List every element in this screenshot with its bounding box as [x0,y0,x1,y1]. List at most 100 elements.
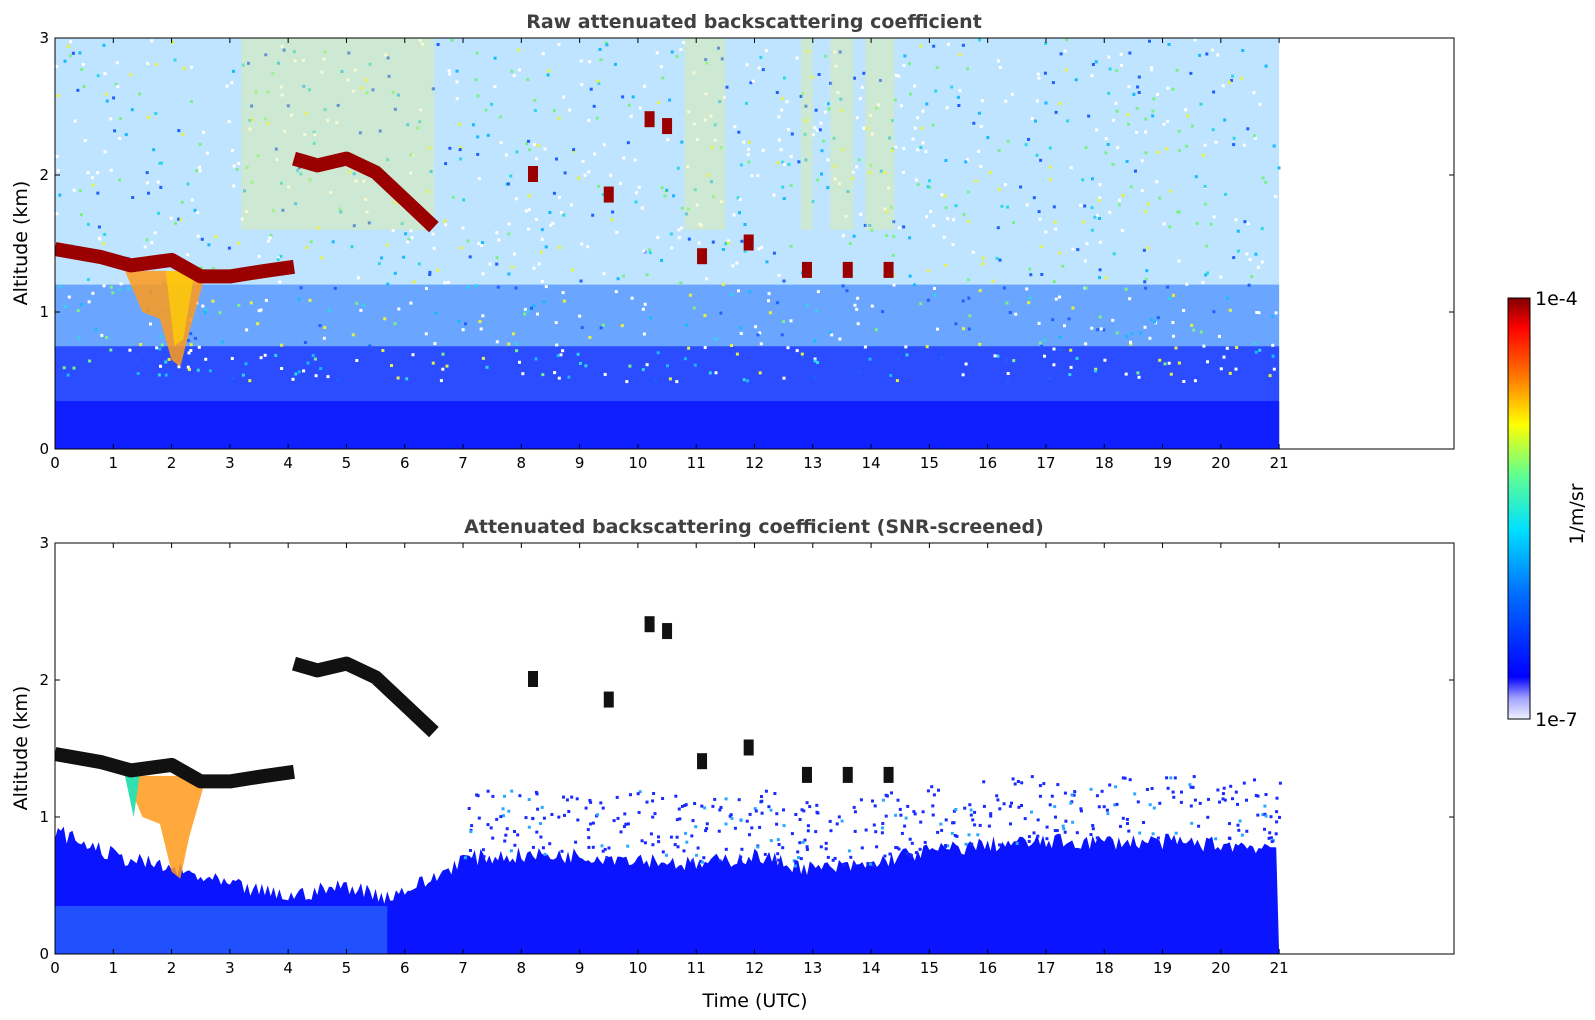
noise-speck [1247,283,1251,287]
screened-speck [1091,827,1095,831]
noise-speck [1171,321,1175,324]
noise-speck [940,193,944,197]
screened-speck [535,830,539,834]
noise-speck [323,108,327,112]
noise-speck [116,85,120,89]
noise-speck [55,155,59,158]
noise-speck [1115,69,1119,73]
colorbar-bar [1507,297,1531,720]
noise-speck [881,310,884,314]
noise-speck [1083,259,1087,263]
screened-speck [1113,803,1117,807]
noise-column [865,38,895,230]
noise-speck [1222,355,1226,359]
noise-speck [855,307,859,311]
noise-speck [1025,287,1029,291]
screened-speck [953,834,957,837]
screened-speck [567,810,571,813]
noise-speck [355,301,359,305]
noise-speck [1103,358,1107,362]
noise-speck [745,101,748,105]
noise-speck [761,68,765,72]
noise-speck [139,343,143,346]
noise-speck [759,55,763,59]
noise-speck [908,62,911,66]
screened-speck [1234,790,1238,794]
screened-speck [952,821,956,825]
noise-speck [280,367,284,370]
noise-speck [817,73,821,76]
noise-speck [552,191,556,195]
noise-speck [412,280,416,284]
noise-speck [578,362,582,365]
noise-speck [1221,84,1225,88]
noise-speck [419,108,423,112]
noise-speck [504,153,508,157]
noise-speck [709,114,713,118]
screened-speck [661,850,665,854]
noise-speck [86,171,90,175]
noise-speck [323,326,327,329]
noise-speck [759,342,763,346]
screened-speck [711,804,715,808]
noise-speck [747,140,751,144]
noise-speck [533,98,537,102]
noise-speck [1231,74,1235,78]
noise-speck [495,340,499,344]
noise-speck [1095,128,1099,132]
screened-speck [831,858,835,862]
noise-speck [1121,194,1125,198]
screened-speck [895,846,899,850]
noise-speck [826,186,830,190]
noise-speck [995,256,999,260]
noise-speck [967,296,971,300]
noise-speck [496,285,500,289]
noise-speck [333,286,337,290]
screened-speck [1245,798,1248,802]
x-tick-label: 21 [1270,959,1289,977]
cloud-fragment [697,248,708,265]
noise-speck [870,228,874,232]
noise-speck [509,174,513,178]
noise-speck [1025,203,1029,207]
noise-speck [633,158,637,162]
noise-speck [1111,163,1115,166]
noise-speck [66,373,70,377]
noise-speck [997,149,1001,152]
noise-speck [696,138,699,141]
screened-speck [932,793,936,797]
noise-speck [495,256,499,260]
noise-speck [292,50,296,54]
noise-speck [190,198,194,202]
screened-speck [676,845,680,849]
screened-speck [693,802,697,805]
noise-speck [1216,53,1220,57]
screened-speck [824,847,828,851]
screened-speck [1193,798,1197,802]
noise-speck [1175,68,1179,72]
noise-speck [211,267,215,270]
noise-speck [112,96,116,100]
noise-speck [834,64,838,68]
noise-speck [893,98,897,102]
noise-speck [1036,72,1040,76]
screened-speck [853,829,857,833]
noise-speck [481,356,485,360]
noise-speck [189,100,193,104]
screened-speck [802,809,806,813]
noise-speck [1065,38,1068,42]
noise-speck [738,197,742,201]
noise-speck [908,274,912,278]
screened-speck [931,813,935,817]
screened-speck [852,863,856,867]
noise-speck [126,286,130,290]
noise-speck [889,374,893,377]
noise-speck [785,100,789,104]
panel-screened-y-label: Altitude (km) [10,686,32,811]
noise-speck [336,103,340,107]
noise-speck [1151,114,1155,118]
screened-speck [1073,790,1077,794]
noise-speck [816,178,820,182]
noise-speck [352,172,356,176]
noise-speck [746,379,750,383]
